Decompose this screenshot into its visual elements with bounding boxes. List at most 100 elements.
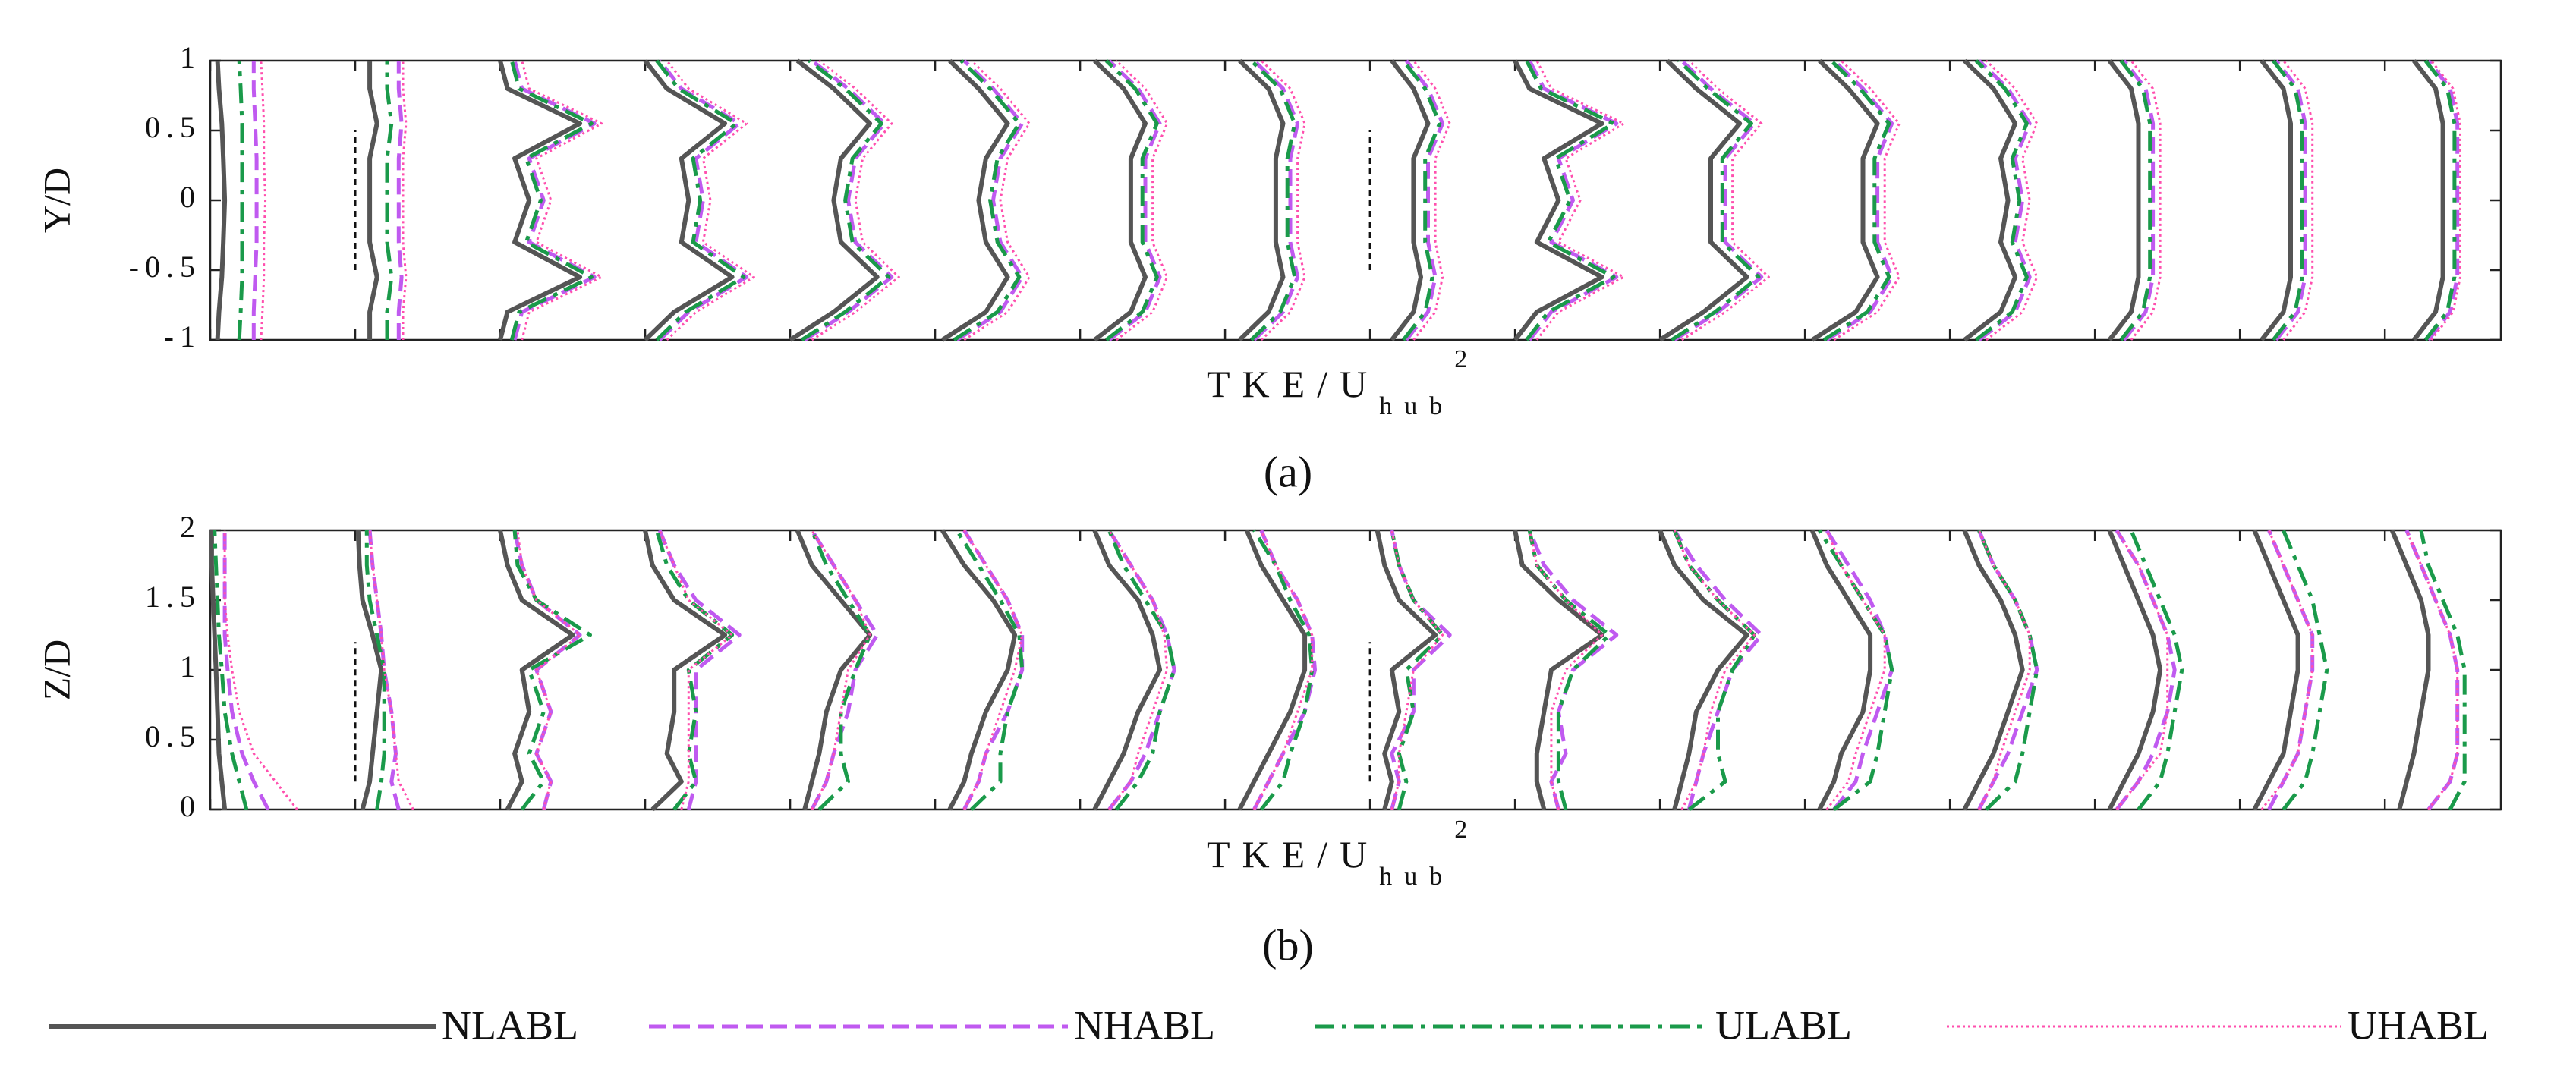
x-axis-label-main: TKE/U bbox=[1207, 363, 1379, 405]
profile-line bbox=[1390, 530, 1444, 810]
profile-line bbox=[2260, 530, 2314, 810]
profile-line bbox=[1402, 59, 1442, 341]
profile-line bbox=[655, 59, 746, 341]
profile-line bbox=[1811, 58, 1880, 342]
profile-line bbox=[1527, 59, 1619, 341]
profile-line bbox=[1092, 529, 1163, 811]
profile-line bbox=[2115, 529, 2177, 811]
profile-line bbox=[1527, 530, 1611, 810]
profile-line bbox=[962, 530, 1024, 810]
y-tick-label: -0.5 bbox=[129, 250, 201, 284]
profile-line bbox=[2426, 59, 2460, 341]
x-axis-label-sub: hub bbox=[1379, 392, 1454, 420]
x-axis-label-sup: 2 bbox=[1454, 816, 1479, 844]
profile-line bbox=[516, 530, 581, 810]
profile-line bbox=[521, 60, 603, 341]
profile-line bbox=[810, 530, 872, 811]
profile-line bbox=[1252, 59, 1300, 341]
profile-line bbox=[1977, 530, 2039, 811]
profile-line bbox=[1513, 530, 1604, 810]
profile-line bbox=[2274, 59, 2307, 341]
profile-line bbox=[643, 59, 735, 342]
profile-line bbox=[215, 60, 228, 341]
profile-line bbox=[1978, 530, 2031, 810]
profile-line bbox=[1252, 529, 1315, 811]
profile-line bbox=[1977, 59, 2032, 341]
profile-line bbox=[963, 59, 1031, 341]
profile-line bbox=[1825, 59, 1894, 342]
profile-line bbox=[1093, 58, 1148, 342]
legend-label: NHABL bbox=[1074, 1002, 1215, 1048]
profile-line bbox=[955, 529, 1025, 811]
profile-line bbox=[1249, 59, 1297, 341]
profile-line bbox=[1833, 59, 1901, 341]
y-axis-label: Y/D bbox=[35, 168, 77, 233]
legend-label: ULABL bbox=[1715, 1002, 1852, 1048]
profile-line bbox=[643, 530, 728, 812]
profile-line bbox=[1527, 530, 1619, 810]
profile-line bbox=[1822, 59, 1891, 342]
profile-line bbox=[251, 61, 259, 340]
x-axis-label-main: TKE/U bbox=[1207, 833, 1379, 876]
profile-line bbox=[222, 530, 270, 811]
legend-label: UHABL bbox=[2348, 1002, 2489, 1048]
profile-line bbox=[2107, 59, 2141, 341]
y-tick-label: -1 bbox=[164, 319, 201, 354]
profile-line bbox=[2272, 59, 2304, 341]
profile-line bbox=[1107, 530, 1176, 811]
profile-line bbox=[1513, 59, 1604, 341]
profile-line bbox=[1390, 530, 1452, 810]
y-tick-label: 1 bbox=[180, 649, 201, 684]
profile-line bbox=[811, 530, 871, 810]
profile-line bbox=[1107, 59, 1162, 341]
profile-line bbox=[368, 530, 414, 810]
profile-line bbox=[1237, 529, 1308, 811]
profile-line bbox=[1535, 60, 1625, 341]
profile-line bbox=[1390, 59, 1431, 341]
x-axis-label-sub: hub bbox=[1379, 863, 1454, 891]
profile-line bbox=[1658, 529, 1749, 810]
profile-line bbox=[2122, 59, 2156, 341]
profile-line bbox=[1963, 58, 2018, 342]
profile-line bbox=[800, 59, 891, 342]
profile-line bbox=[1809, 529, 1873, 811]
profile-line bbox=[956, 59, 1025, 342]
profile-line bbox=[1974, 59, 2029, 341]
y-tick-label: 0 bbox=[180, 180, 201, 214]
profile-line bbox=[2107, 529, 2163, 811]
profile-line bbox=[2260, 59, 2293, 341]
profile-line bbox=[1525, 59, 1616, 341]
profile-line bbox=[2252, 529, 2300, 811]
plot-frame bbox=[209, 529, 2502, 811]
profile-line bbox=[512, 60, 597, 341]
profile-line bbox=[1671, 59, 1761, 342]
profile-line bbox=[1238, 58, 1286, 342]
profile-line bbox=[498, 530, 575, 811]
profile-line bbox=[1673, 530, 1756, 810]
y-tick-label: 1 bbox=[180, 40, 201, 74]
profile-line bbox=[1404, 59, 1445, 341]
profile-line bbox=[498, 60, 583, 341]
profile-line bbox=[260, 60, 267, 341]
profile-line bbox=[1680, 59, 1770, 341]
y-tick-label: 0 bbox=[180, 789, 201, 823]
profile-line bbox=[2282, 530, 2329, 811]
profile-line bbox=[658, 59, 749, 341]
profile-line bbox=[385, 61, 394, 340]
profile-line bbox=[803, 59, 894, 342]
profile-line bbox=[2119, 59, 2152, 341]
profile-line bbox=[657, 530, 742, 810]
profile-line bbox=[654, 530, 735, 811]
profile-line bbox=[1390, 530, 1445, 810]
profile-line bbox=[1107, 529, 1176, 811]
panel-caption: (b) bbox=[1262, 920, 1314, 970]
y-tick-label: 0.5 bbox=[145, 719, 201, 753]
profile-line bbox=[2389, 529, 2431, 810]
profile-line bbox=[1818, 529, 1894, 811]
profile-line bbox=[396, 61, 404, 340]
profile-line bbox=[223, 530, 298, 810]
panel-caption: (a) bbox=[1264, 447, 1312, 496]
profile-line bbox=[1825, 530, 1886, 810]
profile-line bbox=[940, 58, 1010, 342]
